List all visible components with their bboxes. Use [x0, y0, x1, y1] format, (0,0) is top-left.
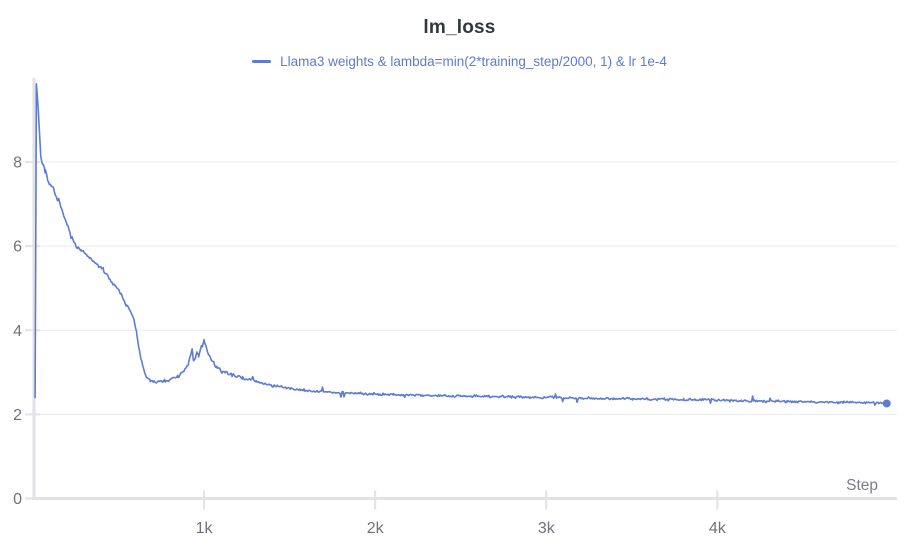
- chart-legend: Llama3 weights & lambda=min(2*training_s…: [0, 54, 919, 69]
- x-tick-label: 4k: [709, 520, 727, 537]
- x-tick-label: 3k: [538, 520, 556, 537]
- y-tick-label: 4: [13, 323, 22, 340]
- loss-line[interactable]: [34, 83, 888, 406]
- y-tick-label: 8: [13, 155, 22, 172]
- x-tick-label: 2k: [367, 520, 385, 537]
- end-point-marker[interactable]: [882, 399, 891, 408]
- chart-title: lm_loss: [423, 17, 496, 38]
- y-tick-label: 6: [13, 239, 22, 256]
- x-tick-label: 1k: [196, 520, 214, 537]
- y-tick-label: 2: [13, 407, 22, 424]
- legend-line-swatch: [252, 60, 272, 63]
- y-tick-label: 0: [13, 491, 22, 508]
- legend-run-name[interactable]: Llama3 weights & lambda=min(2*training_s…: [280, 54, 667, 69]
- x-axis-title: Step: [846, 477, 878, 494]
